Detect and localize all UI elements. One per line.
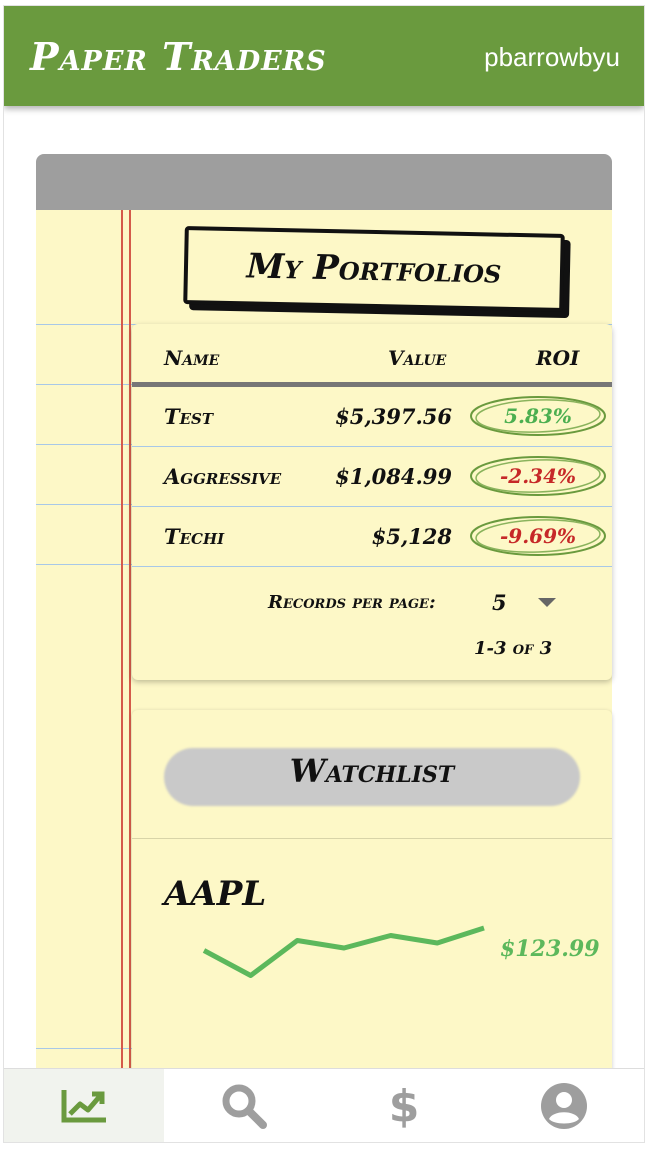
stock-symbol: AAPL (164, 874, 267, 914)
dollar-icon: $ (388, 1080, 420, 1132)
bottom-navigation: $ (4, 1068, 644, 1142)
header-divider (132, 382, 612, 387)
records-per-page-value: 5 (492, 590, 507, 615)
roi-cell: -2.34% (468, 454, 608, 498)
scribble-circle (470, 516, 606, 556)
stock-price: $123.99 (500, 936, 600, 962)
scribble-circle (470, 396, 606, 436)
row-divider (132, 446, 612, 447)
watchlist-banner (164, 748, 580, 806)
row-divider (132, 506, 612, 507)
app-bar: Paper Traders pbarrowbyu (4, 6, 644, 106)
column-header-roi[interactable]: ROI (536, 346, 580, 370)
nav-account-tab[interactable] (484, 1069, 644, 1142)
sparkline-path (202, 925, 485, 978)
portfolio-name: Aggressive (164, 464, 282, 489)
watchlist-divider (132, 838, 612, 839)
account-circle-icon (541, 1083, 587, 1129)
roi-value: -2.34% (499, 464, 576, 488)
portfolio-value: $5,128 (371, 524, 452, 549)
app-title[interactable]: Paper Traders (30, 34, 327, 79)
search-icon (222, 1084, 267, 1129)
paper-header-strip (36, 154, 612, 210)
column-header-name[interactable]: Name (164, 346, 220, 370)
portfolio-value: $5,397.56 (335, 404, 452, 429)
portfolio-name: Test (164, 404, 214, 429)
watchlist-title: Watchlist (289, 752, 455, 790)
trending-up-icon (61, 1090, 106, 1123)
watchlist-card: Watchlist AAPL $123.99 (132, 710, 612, 1110)
margin-line (121, 210, 131, 1090)
portfolios-title: My Portfolios (183, 226, 565, 312)
records-per-page-label: Records per page: (268, 592, 436, 613)
portfolios-table: Name Value ROI Test $5,397.56 5.83% Aggr… (132, 324, 612, 680)
roi-value: 5.83% (504, 404, 572, 428)
username[interactable]: pbarrowbyu (484, 42, 620, 72)
watchlist-item[interactable]: AAPL $123.99 (132, 840, 612, 1050)
scribble-circle (470, 456, 606, 496)
roi-value: -9.69% (499, 524, 576, 548)
roi-cell: -9.69% (468, 514, 608, 558)
column-header-value[interactable]: Value (388, 346, 447, 370)
portfolio-value: $1,084.99 (335, 464, 452, 489)
pagination-range: 1-3 of 3 (474, 638, 553, 659)
roi-cell: 5.83% (468, 394, 608, 438)
price-sparkline (202, 925, 485, 978)
app-frame: Paper Traders pbarrowbyu My Portfolios N… (4, 6, 644, 1142)
row-divider (132, 566, 612, 567)
portfolios-title-text: My Portfolios (246, 246, 502, 292)
portfolio-name: Techi (164, 524, 225, 549)
records-per-page-select[interactable]: 5 (488, 588, 558, 618)
nav-search-tab[interactable] (164, 1069, 324, 1142)
nav-trade-tab[interactable]: $ (324, 1069, 484, 1142)
chevron-down-icon (538, 598, 556, 607)
nav-portfolio-tab[interactable] (4, 1069, 164, 1142)
